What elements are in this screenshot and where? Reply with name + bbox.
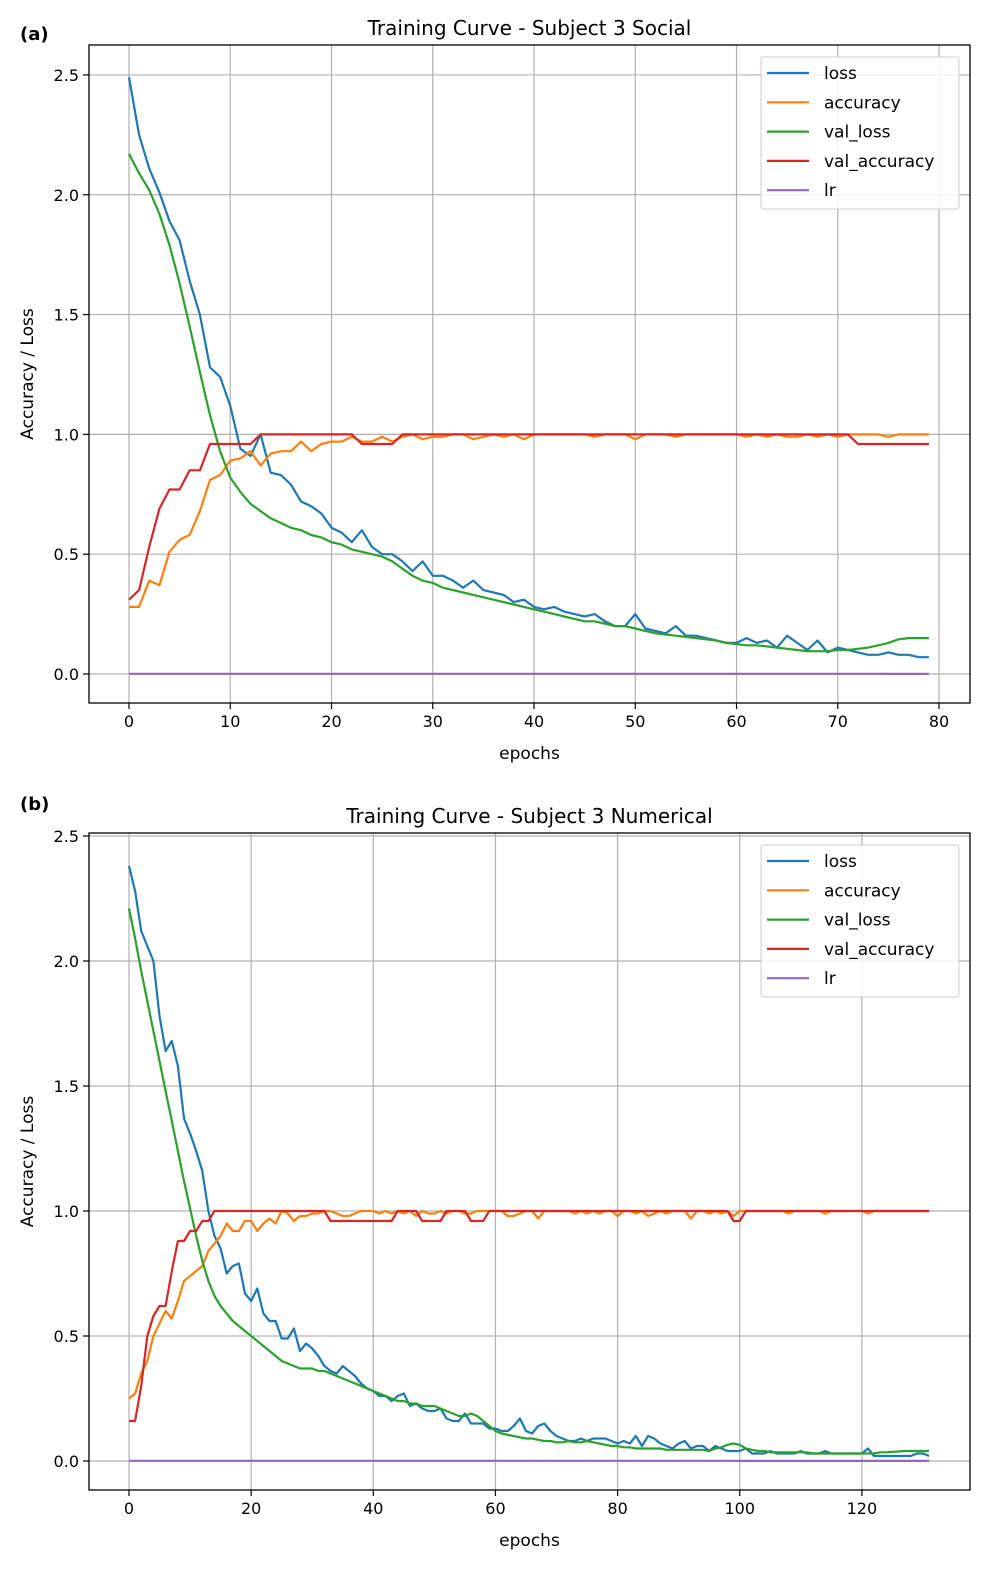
series-line-loss bbox=[127, 77, 929, 659]
y-axis-label: Accuracy / Loss bbox=[18, 1096, 38, 1228]
y-tick-label: 2.0 bbox=[54, 952, 79, 971]
x-tick-label: 40 bbox=[363, 1499, 383, 1518]
y-tick-label: 1.5 bbox=[54, 306, 79, 325]
legend-label: val_accuracy bbox=[824, 152, 934, 172]
y-tick-label: 0.0 bbox=[54, 1452, 79, 1471]
x-tick-label: 100 bbox=[724, 1499, 755, 1518]
chart-panel-a: 0 10 20 30 40 50 60 70 80 0.0 0.5 1.0 1.5 2.0 2.5 Train… bbox=[18, 16, 971, 764]
series-line-accuracy bbox=[128, 1209, 930, 1400]
y-tick-label: 1.0 bbox=[54, 425, 79, 444]
x-tick-label: 80 bbox=[929, 712, 949, 731]
chart-title: Training Curve - Subject 3 Social bbox=[367, 16, 692, 40]
x-tick-label: 60 bbox=[726, 712, 746, 731]
y-tick-label: 1.0 bbox=[54, 1202, 79, 1221]
y-tick-label: 1.5 bbox=[54, 1077, 79, 1096]
chart-title: Training Curve - Subject 3 Numerical bbox=[345, 804, 712, 828]
series-line-val-loss bbox=[128, 153, 929, 653]
axes-frame bbox=[88, 832, 971, 1491]
legend-label: lr bbox=[824, 969, 836, 989]
y-tick-label: 0.5 bbox=[54, 545, 79, 564]
y-tick-label: 0.0 bbox=[54, 665, 79, 684]
series-line-val-loss bbox=[127, 908, 930, 1455]
x-tick-label: 40 bbox=[524, 712, 544, 731]
y-tick-label: 0.5 bbox=[54, 1327, 79, 1346]
legend-label: loss bbox=[824, 64, 857, 84]
series-line-val-accuracy bbox=[128, 433, 929, 601]
x-tick-label: 60 bbox=[485, 1499, 505, 1518]
chart-panel-b: 0 20 40 60 80 100 120 0.0 0.5 1.0 1.5 2.0 2.5 Trainin… bbox=[18, 794, 971, 1551]
x-tick-label: 0 bbox=[124, 712, 134, 731]
legend-box bbox=[760, 844, 960, 998]
y-axis-label: Accuracy / Loss bbox=[18, 308, 38, 440]
x-tick-label: 50 bbox=[625, 712, 645, 731]
legend-label: accuracy bbox=[824, 93, 901, 113]
axes-frame bbox=[88, 44, 971, 704]
legend-label: val_accuracy bbox=[824, 940, 934, 960]
legend-label: loss bbox=[824, 852, 857, 872]
x-tick-label: 70 bbox=[828, 712, 848, 731]
y-tick-label: 2.0 bbox=[54, 186, 79, 205]
legend-label: val_loss bbox=[824, 123, 891, 143]
panel-label: (b) bbox=[20, 794, 49, 815]
x-tick-label: 10 bbox=[220, 712, 240, 731]
y-tick-label: 2.5 bbox=[54, 827, 79, 846]
series-line-val-accuracy bbox=[129, 1209, 930, 1423]
legend-label: lr bbox=[824, 181, 836, 201]
x-tick-label: 80 bbox=[607, 1499, 627, 1518]
x-axis-label: epochs bbox=[499, 744, 560, 764]
x-tick-label: 0 bbox=[124, 1499, 134, 1518]
x-tick-label: 20 bbox=[321, 712, 341, 731]
legend-label: accuracy bbox=[824, 881, 901, 901]
y-tick-label: 2.5 bbox=[54, 66, 79, 85]
legend-box bbox=[760, 56, 960, 210]
x-axis-label: epochs bbox=[499, 1531, 560, 1551]
x-tick-label: 30 bbox=[423, 712, 443, 731]
x-tick-label: 20 bbox=[241, 1499, 261, 1518]
legend-label: val_loss bbox=[824, 911, 891, 931]
series-line-accuracy bbox=[129, 433, 929, 609]
x-tick-label: 120 bbox=[847, 1499, 878, 1518]
panel-label: (a) bbox=[20, 24, 49, 45]
